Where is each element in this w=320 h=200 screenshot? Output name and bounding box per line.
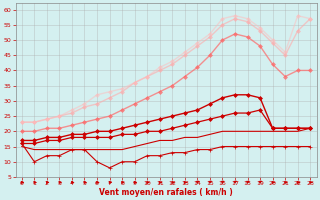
X-axis label: Vent moyen/en rafales ( km/h ): Vent moyen/en rafales ( km/h ) [99, 188, 233, 197]
